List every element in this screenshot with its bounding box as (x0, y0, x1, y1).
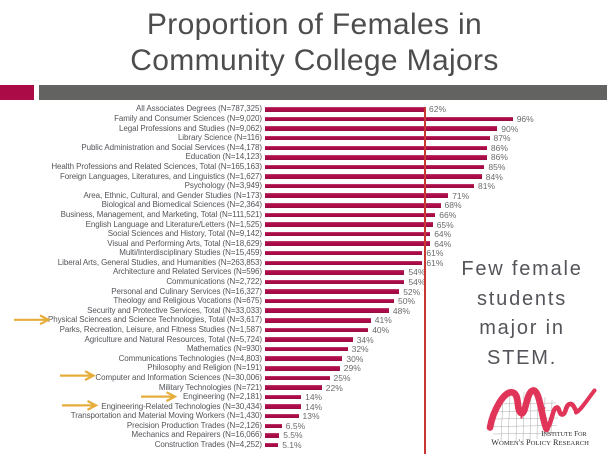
svg-text:WOMEN'S POLICY RESEARCH: WOMEN'S POLICY RESEARCH (491, 438, 589, 447)
svg-text:INSTITUTE FOR: INSTITUTE FOR (541, 429, 586, 438)
